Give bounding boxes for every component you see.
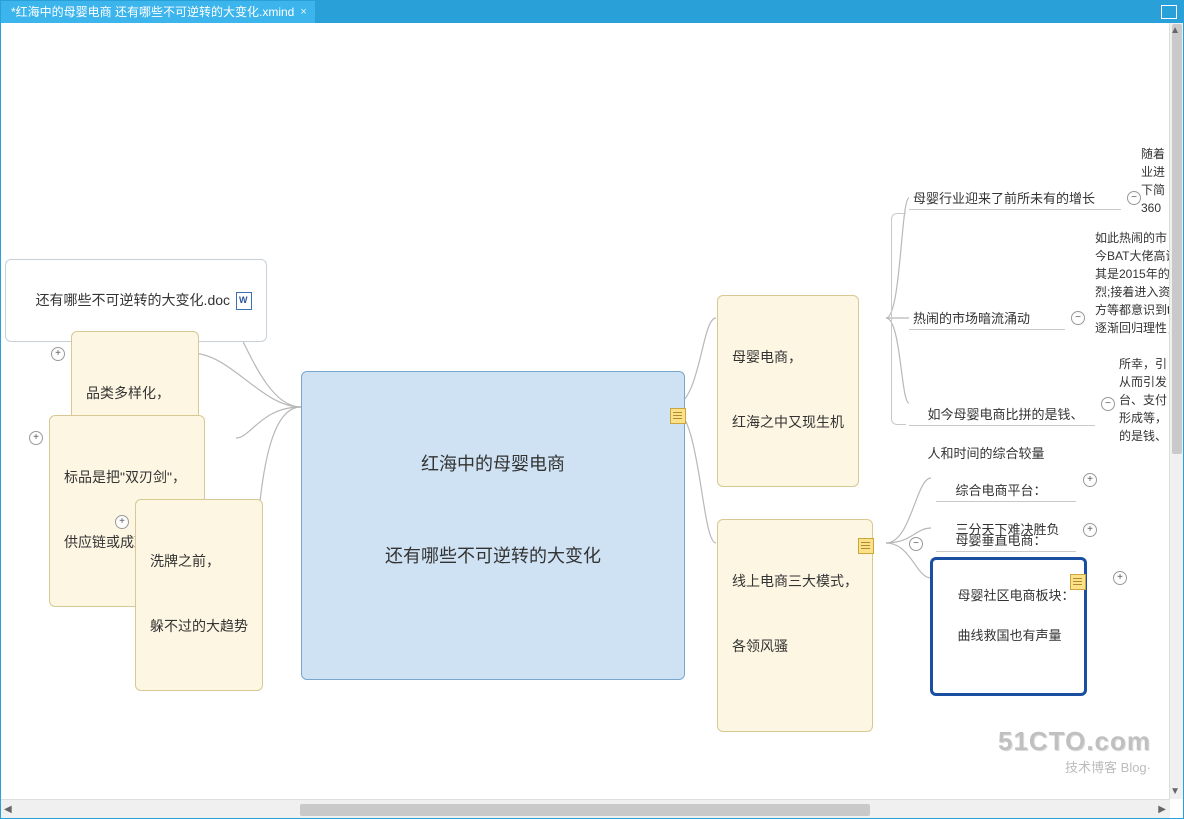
txt: 品类多样化， <box>86 383 184 405</box>
note-icon[interactable] <box>670 408 686 424</box>
txt: 标品是把"双刃剑"， <box>64 467 190 489</box>
expand-toggle[interactable]: + <box>115 515 129 529</box>
expand-toggle[interactable]: + <box>29 431 43 445</box>
rule <box>909 329 1065 330</box>
collapse-toggle[interactable]: − <box>1071 311 1085 325</box>
left-node-3[interactable]: 洗牌之前， 躲不过的大趋势 <box>135 499 263 691</box>
collapse-toggle[interactable]: − <box>909 537 923 551</box>
root-line1: 红海中的母婴电商 <box>328 449 658 480</box>
scroll-left-icon[interactable]: ◀ <box>4 804 12 815</box>
cut-text-2: 如此热闹的市 今BAT大佬高调 其是2015年的E 烈;接着进入资 方等都意识到… <box>1095 229 1169 337</box>
scroll-up-icon[interactable]: ▲ <box>1170 25 1180 36</box>
expand-toggle[interactable]: + <box>1083 523 1097 537</box>
txt: 洗牌之前， <box>150 551 248 573</box>
note-icon[interactable] <box>1070 574 1086 590</box>
maximize-icon[interactable] <box>1161 5 1177 19</box>
txt: 母婴社区电商板块： <box>957 588 1074 603</box>
expand-toggle[interactable]: + <box>1113 571 1127 585</box>
scroll-down-icon[interactable]: ▼ <box>1170 786 1180 797</box>
word-doc-icon <box>236 292 252 310</box>
txt: 如今母婴电商比拼的是钱、 <box>927 407 1083 422</box>
bracket <box>891 213 906 425</box>
r1-child-1[interactable]: 母婴行业迎来了前所未有的增长 <box>913 189 1095 209</box>
tab-title: *红海中的母婴电商 还有哪些不可逆转的大变化.xmind <box>11 1 294 23</box>
root-line2: 还有哪些不可逆转的大变化 <box>328 541 658 572</box>
right-node-1[interactable]: 母婴电商， 红海之中又现生机 <box>717 295 859 487</box>
cut-text-1: 随着 业进 下简 360 <box>1141 145 1165 217</box>
txt: 综合电商平台： <box>955 483 1046 498</box>
txt: 人和时间的综合较量 <box>927 446 1044 461</box>
vertical-scroll-thumb[interactable] <box>1172 24 1182 454</box>
collapse-toggle[interactable]: − <box>1127 191 1141 205</box>
titlebar: *红海中的母婴电商 还有哪些不可逆转的大变化.xmind × <box>1 1 1183 23</box>
mindmap-canvas[interactable]: 红海中的母婴电商 还有哪些不可逆转的大变化 还有哪些不可逆转的大变化.doc 品… <box>1 23 1169 798</box>
horizontal-scroll-thumb[interactable] <box>300 804 870 816</box>
left-doc-node[interactable]: 还有哪些不可逆转的大变化.doc <box>5 259 267 342</box>
r2-child-3-selected[interactable]: 母婴社区电商板块： 曲线救国也有声量 <box>930 557 1087 696</box>
txt: 线上电商三大模式， <box>732 571 858 593</box>
txt: 躲不过的大趋势 <box>150 616 248 638</box>
expand-toggle[interactable]: + <box>1083 473 1097 487</box>
cut-text-3: 所幸，引 从而引发 台、支付 形成等， 的是钱、 <box>1119 355 1167 445</box>
rule <box>936 501 1076 502</box>
collapse-toggle[interactable]: − <box>1101 397 1115 411</box>
expand-toggle[interactable]: + <box>51 347 65 361</box>
txt: 母婴电商， <box>732 347 844 369</box>
scroll-right-icon[interactable]: ▶ <box>1158 804 1166 815</box>
rule <box>909 425 1095 426</box>
note-icon[interactable] <box>858 538 874 554</box>
right-node-2[interactable]: 线上电商三大模式， 各领风骚 <box>717 519 873 732</box>
rule <box>909 209 1121 210</box>
doc-label: 还有哪些不可逆转的大变化.doc <box>36 292 230 308</box>
txt: 母婴垂直电商： <box>955 533 1046 548</box>
txt: 红海之中又现生机 <box>732 412 844 434</box>
txt: 曲线救国也有声量 <box>957 628 1061 643</box>
file-tab[interactable]: *红海中的母婴电商 还有哪些不可逆转的大变化.xmind × <box>1 1 315 23</box>
txt: 各领风骚 <box>732 636 858 658</box>
rule <box>936 551 1076 552</box>
root-node[interactable]: 红海中的母婴电商 还有哪些不可逆转的大变化 <box>301 371 685 680</box>
close-icon[interactable]: × <box>300 1 306 23</box>
r1-child-2[interactable]: 热闹的市场暗流涌动 <box>913 309 1030 329</box>
